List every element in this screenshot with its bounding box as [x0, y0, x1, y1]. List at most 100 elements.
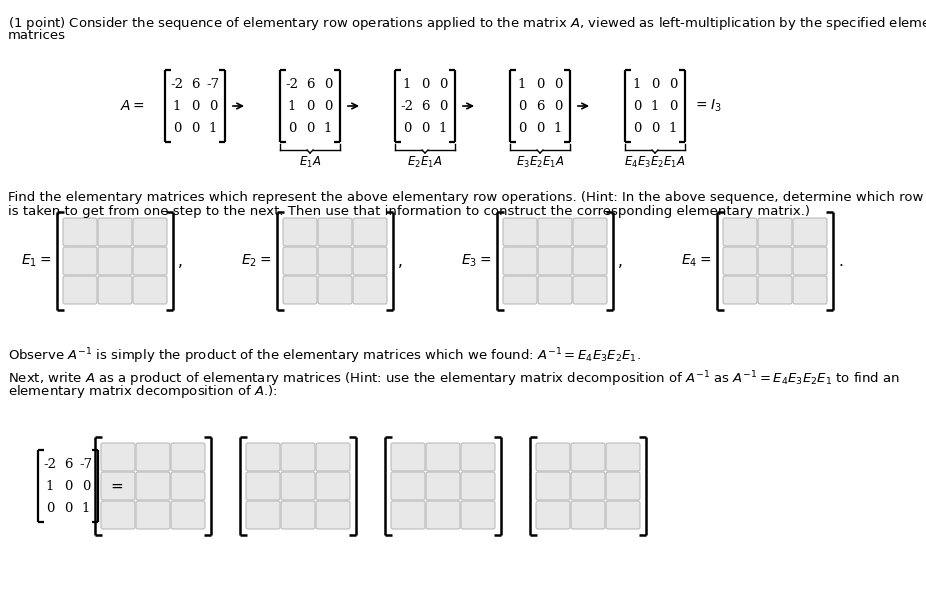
Text: 0: 0 — [324, 100, 332, 113]
FancyBboxPatch shape — [133, 247, 167, 275]
Text: $E_1 =$: $E_1 =$ — [20, 253, 51, 269]
FancyBboxPatch shape — [283, 247, 317, 275]
Text: 1: 1 — [669, 121, 677, 134]
FancyBboxPatch shape — [758, 276, 792, 304]
Text: 0: 0 — [191, 121, 199, 134]
FancyBboxPatch shape — [133, 276, 167, 304]
FancyBboxPatch shape — [606, 443, 640, 471]
Text: 0: 0 — [306, 100, 314, 113]
FancyBboxPatch shape — [98, 247, 132, 275]
FancyBboxPatch shape — [63, 218, 97, 246]
Text: -2: -2 — [170, 78, 183, 91]
Text: 0: 0 — [554, 100, 562, 113]
Text: 1: 1 — [518, 78, 526, 91]
FancyBboxPatch shape — [606, 501, 640, 529]
Text: 0: 0 — [173, 121, 181, 134]
FancyBboxPatch shape — [318, 276, 352, 304]
Text: 0: 0 — [45, 501, 55, 514]
FancyBboxPatch shape — [171, 443, 205, 471]
FancyBboxPatch shape — [723, 276, 757, 304]
FancyBboxPatch shape — [63, 276, 97, 304]
Text: 0: 0 — [651, 121, 659, 134]
FancyBboxPatch shape — [391, 443, 425, 471]
FancyBboxPatch shape — [318, 218, 352, 246]
Text: 1: 1 — [208, 121, 218, 134]
Text: ,: , — [398, 254, 403, 269]
Text: 1: 1 — [324, 121, 332, 134]
FancyBboxPatch shape — [101, 472, 135, 500]
FancyBboxPatch shape — [246, 443, 280, 471]
Text: 6: 6 — [420, 100, 430, 113]
Text: .: . — [838, 254, 843, 269]
Text: 6: 6 — [191, 78, 199, 91]
Text: 6: 6 — [536, 100, 544, 113]
FancyBboxPatch shape — [538, 247, 572, 275]
Text: -2: -2 — [401, 100, 414, 113]
FancyBboxPatch shape — [281, 443, 315, 471]
FancyBboxPatch shape — [461, 472, 495, 500]
Text: Find the elementary matrices which represent the above elementary row operations: Find the elementary matrices which repre… — [8, 191, 926, 204]
FancyBboxPatch shape — [571, 472, 605, 500]
Text: -7: -7 — [80, 458, 93, 471]
Text: 1: 1 — [403, 78, 411, 91]
Text: 0: 0 — [324, 78, 332, 91]
FancyBboxPatch shape — [571, 443, 605, 471]
FancyBboxPatch shape — [503, 218, 537, 246]
Text: matrices: matrices — [8, 29, 66, 42]
FancyBboxPatch shape — [98, 218, 132, 246]
FancyBboxPatch shape — [573, 218, 607, 246]
Text: 0: 0 — [651, 78, 659, 91]
Text: 0: 0 — [554, 78, 562, 91]
Text: 0: 0 — [403, 121, 411, 134]
FancyBboxPatch shape — [426, 443, 460, 471]
FancyBboxPatch shape — [133, 218, 167, 246]
FancyBboxPatch shape — [316, 472, 350, 500]
FancyBboxPatch shape — [503, 276, 537, 304]
Text: $E_4 =$: $E_4 =$ — [681, 253, 711, 269]
FancyBboxPatch shape — [316, 501, 350, 529]
Text: 0: 0 — [518, 121, 526, 134]
FancyBboxPatch shape — [573, 247, 607, 275]
Text: 0: 0 — [208, 100, 218, 113]
FancyBboxPatch shape — [391, 472, 425, 500]
FancyBboxPatch shape — [723, 218, 757, 246]
FancyBboxPatch shape — [606, 472, 640, 500]
FancyBboxPatch shape — [353, 247, 387, 275]
FancyBboxPatch shape — [171, 472, 205, 500]
FancyBboxPatch shape — [318, 247, 352, 275]
Text: elementary matrix decomposition of $A$.):: elementary matrix decomposition of $A$.)… — [8, 383, 278, 400]
Text: Next, write $A$ as a product of elementary matrices (Hint: use the elementary ma: Next, write $A$ as a product of elementa… — [8, 369, 900, 389]
Text: $=$: $=$ — [108, 479, 124, 493]
FancyBboxPatch shape — [283, 218, 317, 246]
Text: 1: 1 — [81, 501, 90, 514]
FancyBboxPatch shape — [281, 501, 315, 529]
FancyBboxPatch shape — [461, 443, 495, 471]
FancyBboxPatch shape — [793, 218, 827, 246]
Text: $A =$: $A =$ — [120, 99, 145, 113]
Text: 0: 0 — [518, 100, 526, 113]
Text: 0: 0 — [536, 121, 544, 134]
FancyBboxPatch shape — [573, 276, 607, 304]
FancyBboxPatch shape — [136, 443, 170, 471]
Text: -2: -2 — [285, 78, 298, 91]
Text: (1 point) Consider the sequence of elementary row operations applied to the matr: (1 point) Consider the sequence of eleme… — [8, 15, 926, 32]
Text: 0: 0 — [536, 78, 544, 91]
Text: -2: -2 — [44, 458, 56, 471]
Text: 0: 0 — [669, 78, 677, 91]
Text: ,: , — [178, 254, 182, 269]
Text: is taken to get from one step to the next. Then use that information to construc: is taken to get from one step to the nex… — [8, 205, 810, 218]
FancyBboxPatch shape — [283, 276, 317, 304]
Text: $E_2 =$: $E_2 =$ — [241, 253, 271, 269]
Text: 0: 0 — [81, 479, 90, 493]
Text: 0: 0 — [306, 121, 314, 134]
FancyBboxPatch shape — [793, 276, 827, 304]
Text: 0: 0 — [420, 121, 429, 134]
FancyBboxPatch shape — [758, 247, 792, 275]
FancyBboxPatch shape — [353, 218, 387, 246]
Text: ,: , — [618, 254, 623, 269]
FancyBboxPatch shape — [136, 501, 170, 529]
Text: 0: 0 — [288, 121, 296, 134]
FancyBboxPatch shape — [571, 501, 605, 529]
Text: 0: 0 — [632, 121, 641, 134]
Text: 0: 0 — [191, 100, 199, 113]
